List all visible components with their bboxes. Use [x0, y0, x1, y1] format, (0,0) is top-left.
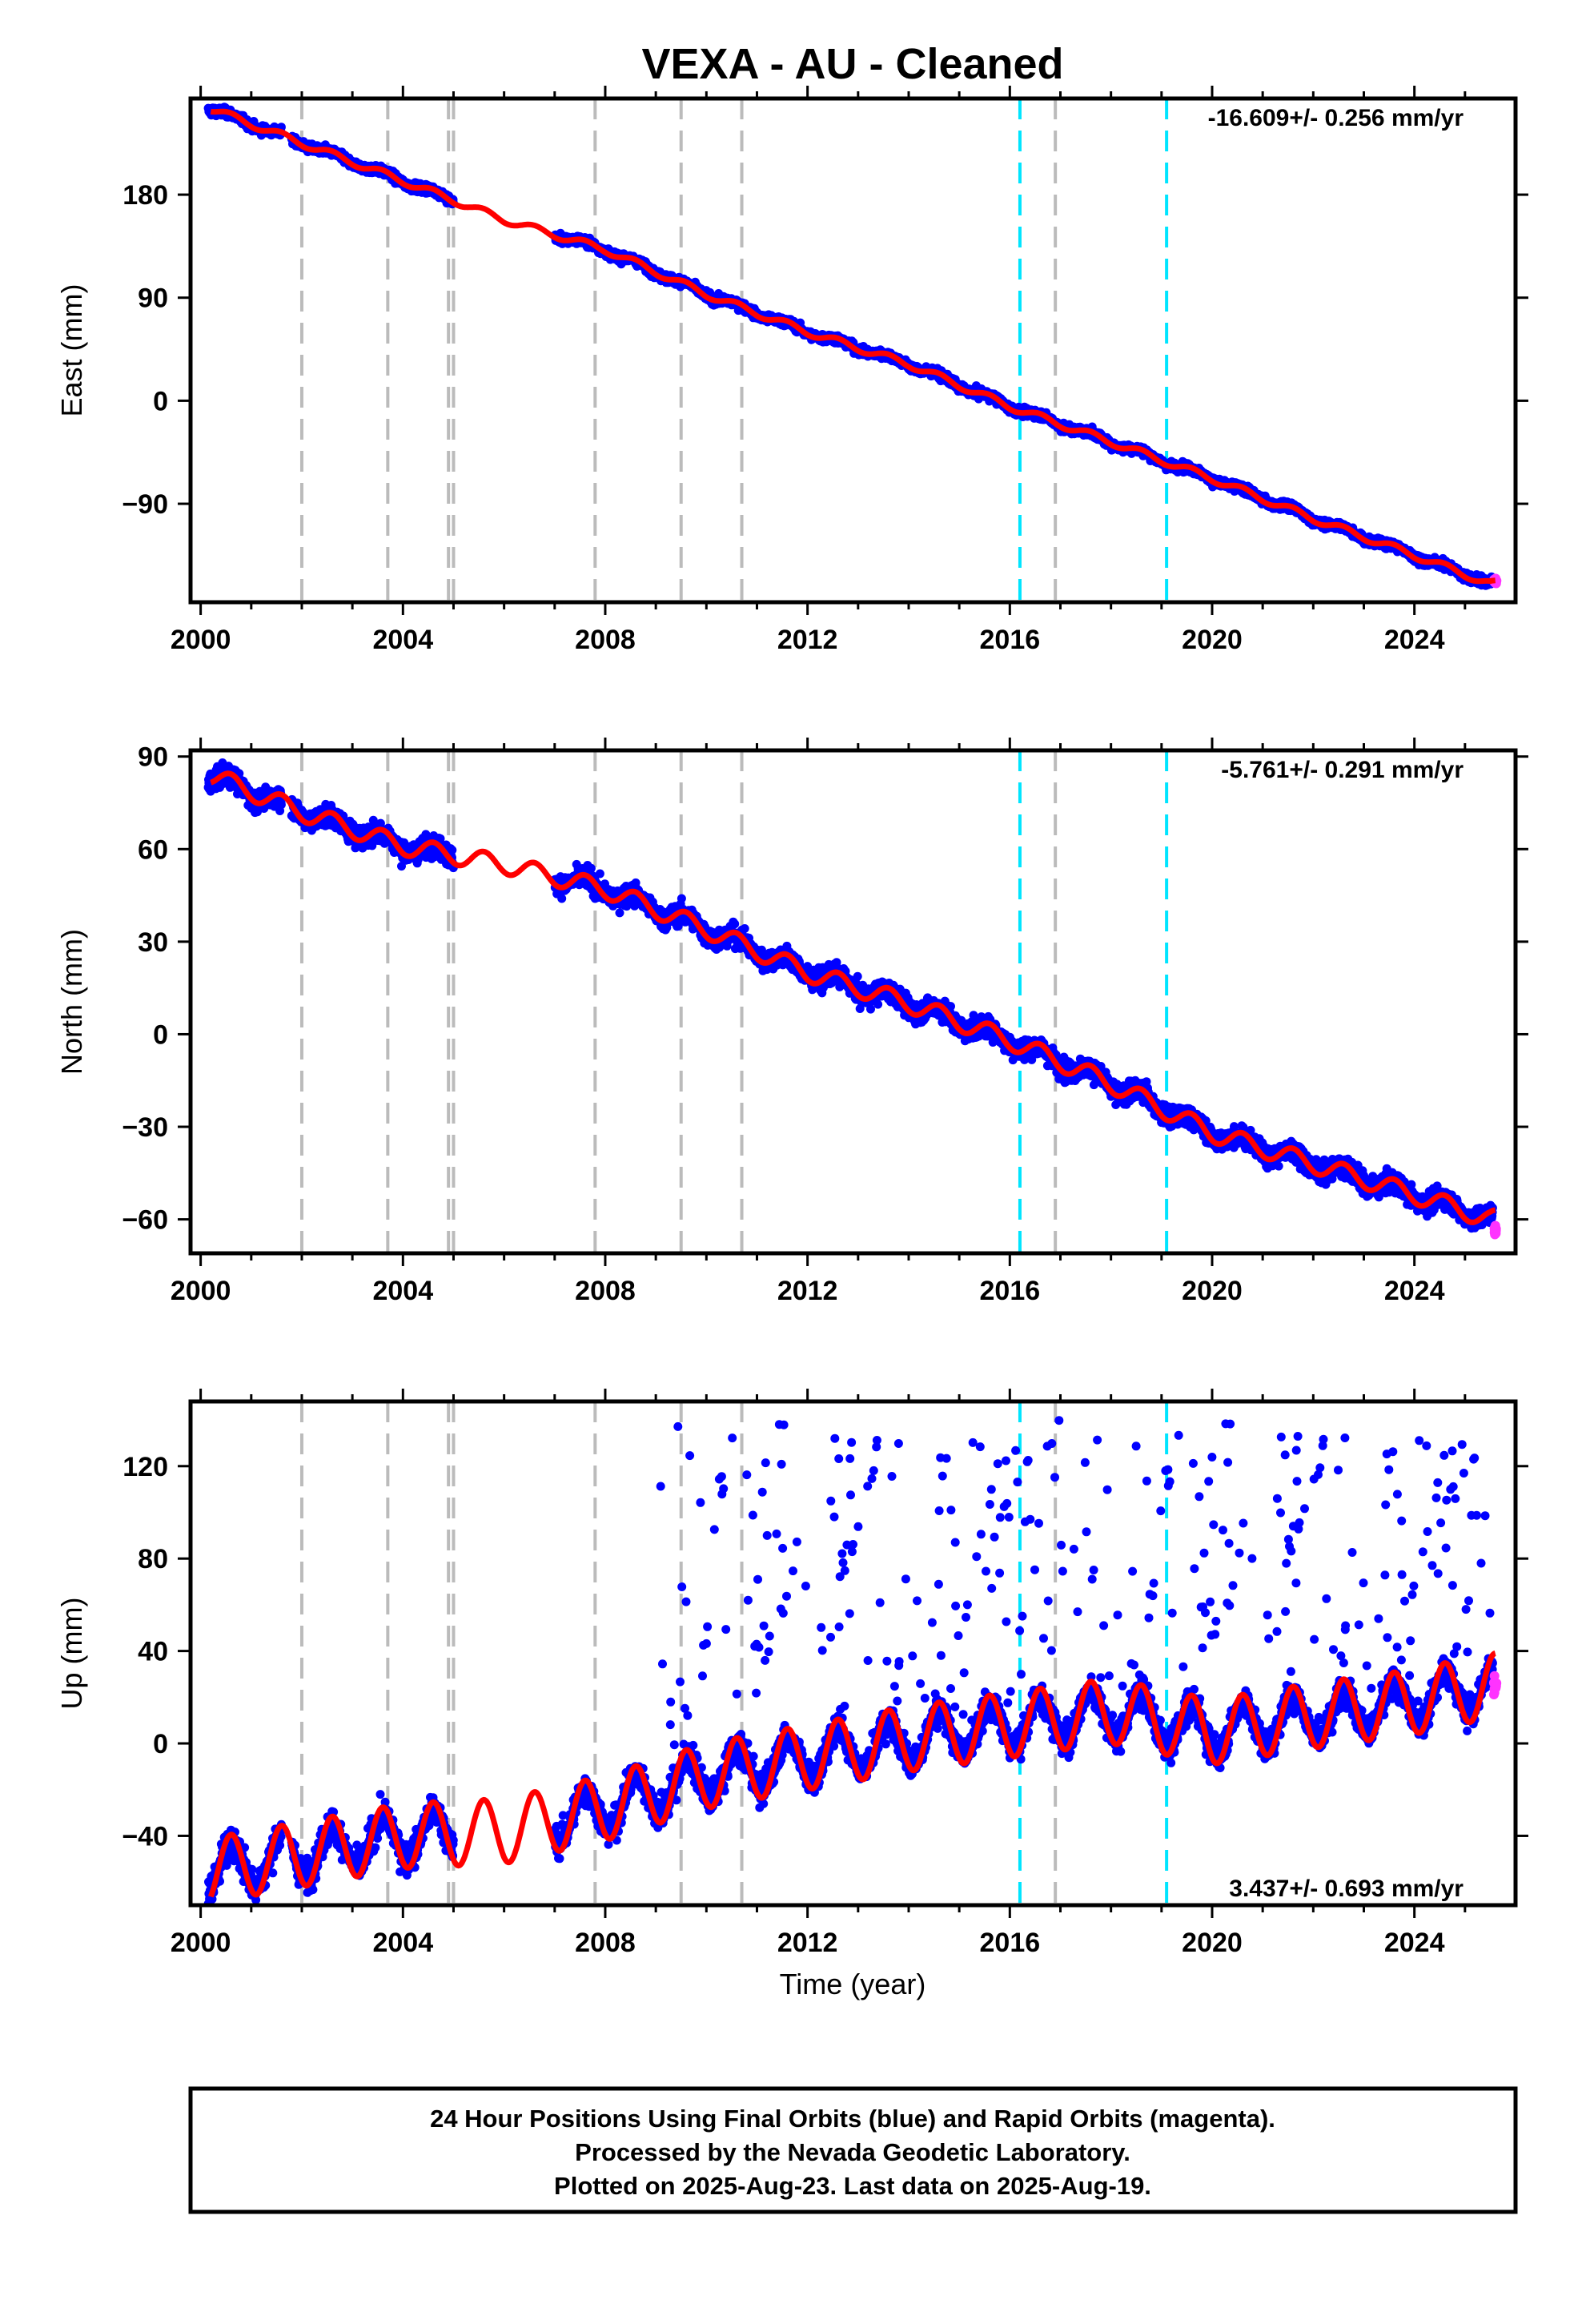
figure-title: VEXA - AU - Cleaned	[641, 40, 1063, 88]
data-point	[595, 869, 604, 879]
x-tick-label: 2020	[1182, 625, 1243, 655]
y-tick-label: 180	[122, 180, 168, 211]
x-tick-label: 2004	[372, 625, 433, 655]
y-tick-label: 0	[153, 386, 168, 416]
y-axis-label: East (mm)	[55, 284, 88, 417]
data-point	[448, 846, 457, 854]
y-tick-label: 90	[138, 283, 168, 314]
plot-area	[203, 99, 1502, 602]
velocity-label: -16.609+/- 0.256 mm/yr	[1208, 105, 1464, 131]
x-tick-label: 2012	[777, 625, 838, 655]
x-tick-label: 2016	[980, 625, 1041, 655]
x-tick-label: 2008	[575, 625, 636, 655]
y-tick-label: −90	[122, 489, 168, 520]
data-point	[276, 800, 286, 810]
x-tick-label: 2024	[1384, 625, 1445, 655]
x-tick-label: 2000	[171, 625, 231, 655]
data-point	[615, 908, 624, 918]
east-panel: 2000 2004 2008 2012 2016 2020 2024 −90 0 90 180 Eas…	[55, 86, 1528, 655]
data-point	[557, 894, 567, 903]
